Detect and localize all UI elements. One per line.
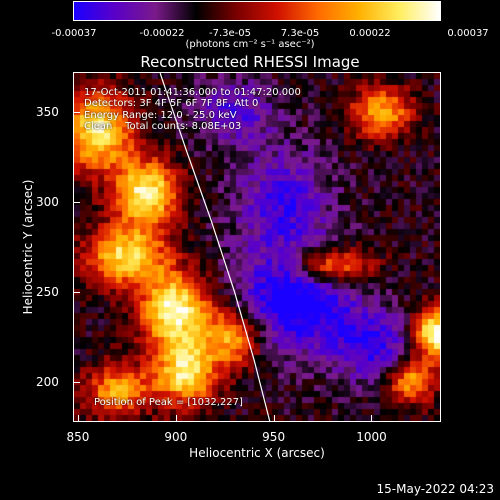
y-tick-label: 200 xyxy=(36,374,59,389)
x-tick-label: 950 xyxy=(262,430,286,444)
colorbar-tick-label: -7.3e-05 xyxy=(209,28,251,39)
y-tick-mark xyxy=(74,291,80,293)
y-tick-mark xyxy=(74,202,80,204)
x-axis-label: Heliocentric X (arcsec) xyxy=(189,446,325,460)
y-tick-label: 250 xyxy=(36,284,59,299)
annotation-time: 17-Oct-2011 01:41:36.000 to 01:47:20.000 xyxy=(84,87,301,98)
x-tick-mark xyxy=(77,415,79,421)
annotation-energy: Energy Range: 12.0 - 25.0 keV xyxy=(84,110,237,121)
y-tick-label: 350 xyxy=(36,105,59,120)
timestamp: 15-May-2022 04:23 xyxy=(376,482,494,496)
colorbar-tick-label: 0.00037 xyxy=(447,28,489,39)
colorbar xyxy=(73,1,441,21)
heatmap-image xyxy=(74,73,440,421)
x-tick-mark xyxy=(371,415,373,421)
chart-title: Reconstructed RHESSI Image xyxy=(140,53,360,71)
solar-limb-overlay xyxy=(159,73,271,421)
annotation-peak: Position of Peak = [1032,227] xyxy=(94,397,243,408)
colorbar-tick-label: -0.00022 xyxy=(139,28,185,39)
x-tick-label: 1000 xyxy=(356,430,387,444)
colorbar-tick-label: 0.00022 xyxy=(349,28,391,39)
x-tick-label: 900 xyxy=(164,430,188,444)
x-tick-mark xyxy=(175,415,177,421)
annotation-clean: Clean Total counts: 8.08E+03 xyxy=(84,121,242,132)
y-tick-mark xyxy=(74,381,80,383)
x-tick-label: 850 xyxy=(66,430,90,444)
y-tick-label: 300 xyxy=(36,195,59,210)
y-tick-mark xyxy=(74,112,80,114)
x-tick-mark xyxy=(273,415,275,421)
colorbar-tick-label: 7.3e-05 xyxy=(280,28,320,39)
plot-area: 17-Oct-2011 01:41:36.000 to 01:47:20.000… xyxy=(73,72,441,422)
solar-limb-line xyxy=(159,73,271,421)
annotation-detectors: Detectors: 3F 4F 5F 6F 7F 8F, Att 0 xyxy=(84,98,259,109)
y-axis-label: Heliocentric Y (arcsec) xyxy=(21,179,35,315)
colorbar-unit: (photons cm⁻² s⁻¹ asec⁻²) xyxy=(185,39,315,50)
colorbar-tick-label: -0.00037 xyxy=(51,28,97,39)
